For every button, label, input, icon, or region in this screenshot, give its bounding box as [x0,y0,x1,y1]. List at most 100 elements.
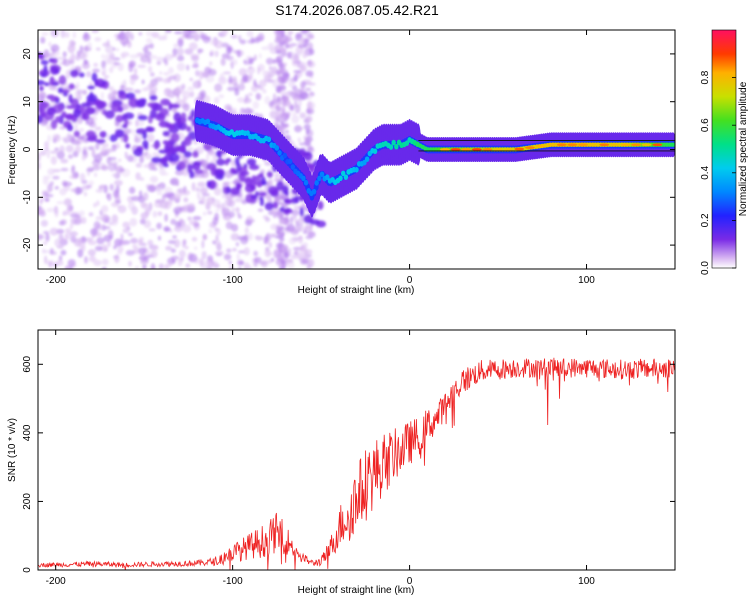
noise-blob [40,72,48,78]
ridge-hotspot [620,143,631,147]
snr-marks [38,357,675,570]
noise-blob [101,205,109,213]
ridge-point [319,171,325,178]
ridge-point [301,175,306,182]
noise-blob [93,202,97,208]
noise-blob [168,75,177,80]
noise-blob [248,92,253,97]
noise-blob [288,79,295,88]
noise-blob [114,194,121,204]
noise-blob [74,124,78,132]
noise-blob [299,112,306,119]
noise-blob [186,125,192,132]
noise-blob [176,47,184,56]
noise-blob [64,31,70,38]
noise-blob [237,266,242,269]
noise-blob [157,235,162,241]
noise-blob [101,54,105,60]
noise-blob [257,32,265,42]
ridge-hotspot [503,148,514,151]
noise-blob [148,83,154,88]
noise-blob [277,250,284,254]
noise-blob [309,48,315,56]
noise-blob [61,136,68,142]
noise-blob [192,80,202,89]
noise-blob [221,30,229,35]
noise-blob [236,97,245,103]
x-tick-label: -100 [223,275,243,286]
noise-blob [154,245,159,251]
noise-blob [45,233,50,242]
noise-blob [202,211,207,216]
noise-blob [44,140,49,149]
noise-blob [206,180,212,188]
noise-blob [246,30,254,38]
noise-blob [276,253,284,262]
noise-blob [159,167,166,176]
noise-blob [106,39,110,46]
noise-blob [135,99,145,106]
ridge-point [672,142,675,147]
noise-blob [182,224,192,233]
noise-blob [244,226,249,234]
ridge-hotspot [588,143,599,147]
noise-blob [65,144,74,153]
noise-blob [140,55,149,63]
noise-blob [264,239,268,244]
noise-blob [43,51,49,60]
noise-blob [219,72,225,82]
noise-blob [280,51,287,57]
noise-blob [264,202,274,211]
noise-blob [235,197,243,203]
noise-blob [115,114,124,123]
noise-blob [65,199,71,204]
noise-blob [39,150,47,156]
noise-blob [225,186,231,194]
noise-blob [249,219,256,223]
noise-blob [125,92,136,100]
noise-blob [280,219,287,224]
noise-blob [275,235,281,239]
noise-blob [232,76,237,82]
y-tick-label: 0 [22,146,33,152]
ridge-point [338,175,343,182]
noise-blob [44,147,50,152]
noise-blob [267,259,272,264]
ridge-hotspot [482,148,493,151]
noise-blob [47,168,56,176]
noise-blob [141,87,149,92]
noise-blob [60,30,66,39]
noise-blob [64,231,72,240]
noise-blob [176,98,185,106]
noise-blob [51,57,58,64]
noise-blob [135,128,147,135]
noise-blob [170,132,180,142]
noise-blob [56,150,65,160]
noise-blob [293,69,302,74]
noise-blob [266,171,273,179]
noise-blob [61,111,67,118]
noise-blob [229,167,237,174]
noise-blob [62,181,67,188]
noise-blob [237,235,247,241]
noise-blob [290,229,299,236]
noise-blob [149,95,158,101]
noise-blob [122,228,130,234]
noise-blob [186,147,194,151]
x-tick-label: 0 [407,275,413,286]
noise-blob [290,254,300,260]
noise-blob [276,211,282,219]
noise-blob [179,249,186,259]
noise-blob [128,98,139,108]
noise-blob [70,98,79,107]
noise-blob [164,30,172,34]
noise-blob [216,252,222,257]
noise-blob [76,89,84,95]
noise-blob [104,110,115,119]
noise-blob [189,91,195,98]
ridge-point [372,148,378,155]
noise-blob [49,251,57,256]
noise-blob [255,235,264,241]
noise-blob [281,30,285,37]
noise-blob [273,249,278,258]
